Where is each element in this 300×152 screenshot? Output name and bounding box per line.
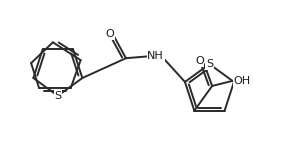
Text: NH: NH	[147, 51, 164, 61]
Text: O: O	[195, 56, 204, 66]
Text: OH: OH	[233, 76, 250, 86]
Text: S: S	[54, 91, 61, 101]
Text: O: O	[106, 29, 115, 39]
Text: S: S	[206, 59, 213, 69]
